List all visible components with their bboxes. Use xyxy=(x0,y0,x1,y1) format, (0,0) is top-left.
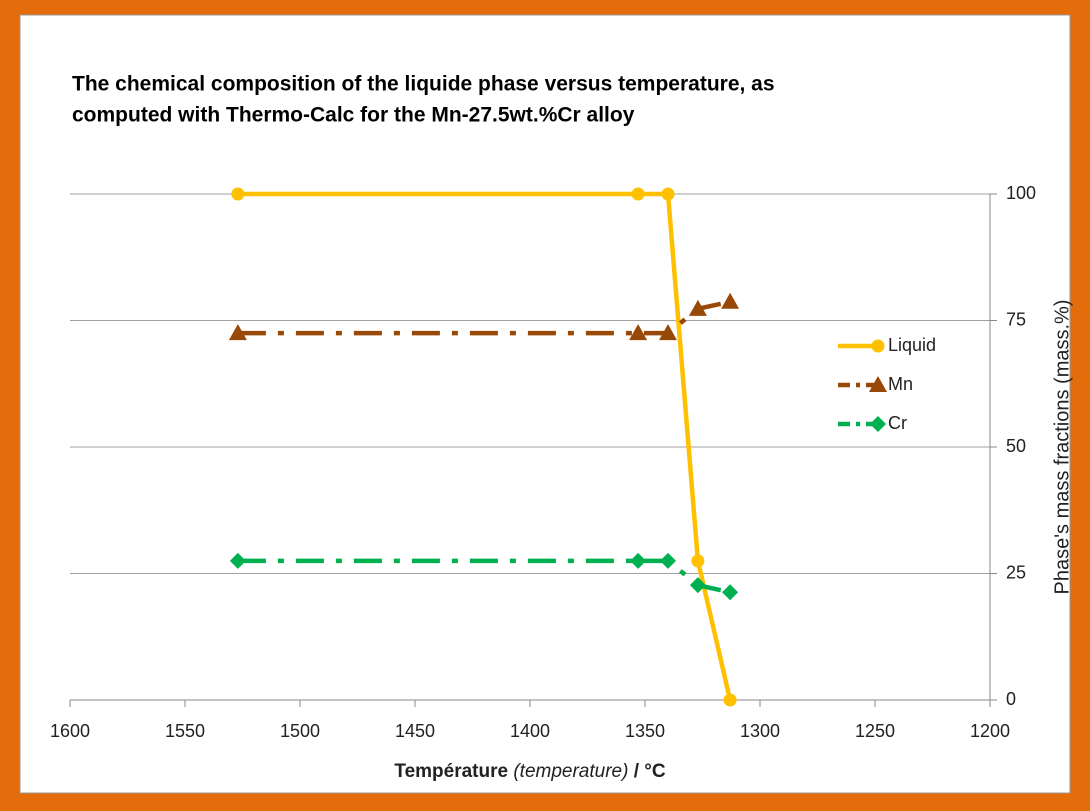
chart-title: computed with Thermo-Calc for the Mn-27.… xyxy=(72,104,635,127)
legend-marker xyxy=(870,416,886,432)
x-tick-label: 1600 xyxy=(50,721,90,741)
legend-marker xyxy=(871,339,885,353)
x-tick-label: 1550 xyxy=(165,721,205,741)
y-tick-label: 75 xyxy=(1006,309,1026,329)
x-axis-label: Température (temperature) / °C xyxy=(394,761,666,782)
data-point xyxy=(659,324,677,341)
data-point xyxy=(689,577,706,594)
x-label-part: Température xyxy=(394,761,508,782)
x-tick-label: 1350 xyxy=(625,721,665,741)
chart-panel xyxy=(19,14,1071,794)
data-point xyxy=(722,584,739,601)
data-point xyxy=(228,324,247,341)
x-tick-label: 1300 xyxy=(740,721,780,741)
y-tick-label: 50 xyxy=(1006,436,1026,456)
data-point xyxy=(660,552,676,569)
data-point xyxy=(229,552,246,569)
legend-label: Mn xyxy=(888,374,913,394)
x-label-part: (temperature) xyxy=(513,761,628,782)
y-axis-label: Phase's mass fractions (mass.%) xyxy=(1051,299,1073,594)
legend-label: Cr xyxy=(888,413,907,433)
data-point xyxy=(721,292,740,309)
x-tick-label: 1450 xyxy=(395,721,435,741)
x-label-part: / °C xyxy=(634,761,666,782)
data-point xyxy=(723,693,737,707)
data-point xyxy=(688,299,707,316)
legend-label: Liquid xyxy=(888,335,936,355)
data-point xyxy=(661,187,675,201)
x-tick-label: 1500 xyxy=(280,721,320,741)
y-tick-label: 25 xyxy=(1006,562,1026,582)
x-tick-label: 1400 xyxy=(510,721,550,741)
data-point xyxy=(691,554,705,568)
x-tick-label: 1250 xyxy=(855,721,895,741)
data-point xyxy=(231,187,245,201)
y-tick-label: 0 xyxy=(1006,689,1016,709)
data-point xyxy=(630,552,647,569)
legend-marker xyxy=(869,376,887,392)
data-point xyxy=(629,324,648,341)
x-tick-label: 1200 xyxy=(970,721,1010,741)
chart-title: The chemical composition of the liquide … xyxy=(72,73,775,96)
y-tick-label: 100 xyxy=(1006,183,1036,203)
data-point xyxy=(631,187,645,201)
